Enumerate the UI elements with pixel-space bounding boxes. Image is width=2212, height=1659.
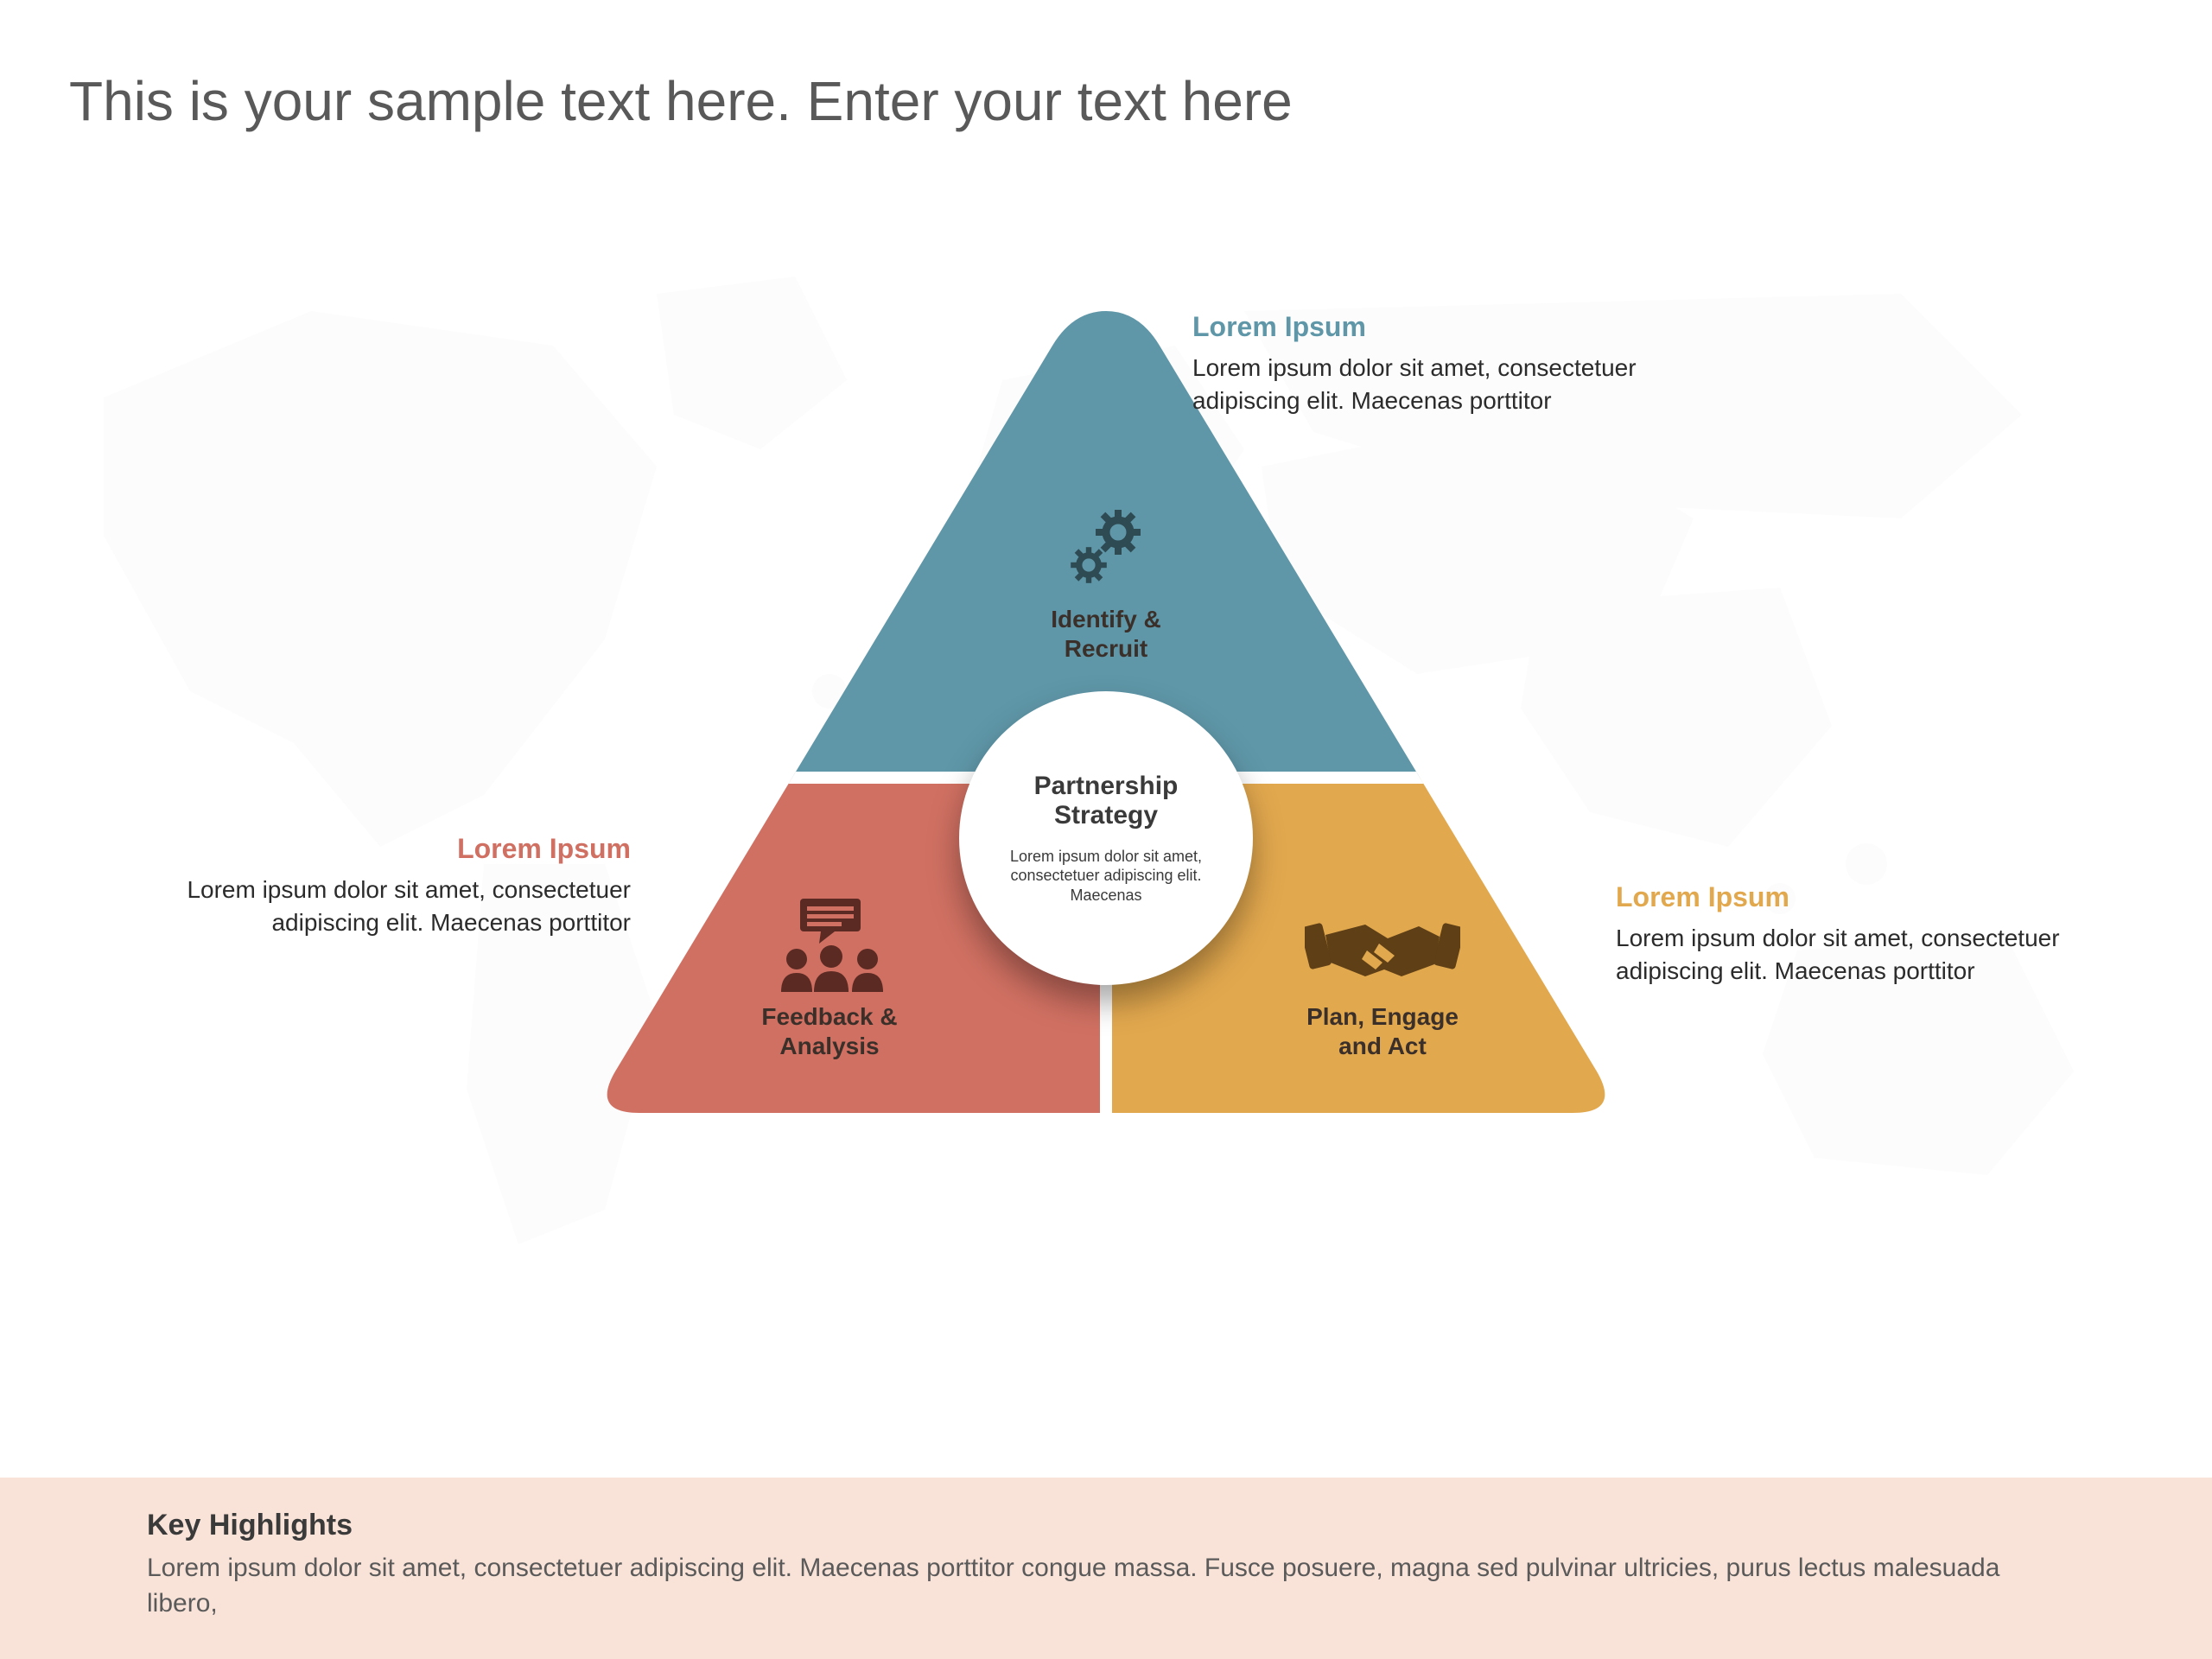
footer-title: Key Highlights xyxy=(147,1509,2065,1542)
footer-band: Key Highlights Lorem ipsum dolor sit ame… xyxy=(0,1478,2212,1659)
callout-left: Lorem Ipsum Lorem ipsum dolor sit amet, … xyxy=(147,833,631,939)
center-title: Partnership Strategy xyxy=(985,772,1227,831)
center-body: Lorem ipsum dolor sit amet, consectetuer… xyxy=(985,847,1227,906)
callout-left-body: Lorem ipsum dolor sit amet, consectetuer… xyxy=(147,874,631,939)
callout-top-body: Lorem ipsum dolor sit amet, consectetuer… xyxy=(1192,352,1642,417)
center-circle: Partnership Strategy Lorem ipsum dolor s… xyxy=(959,691,1253,985)
gear-shape xyxy=(1071,510,1141,583)
triangle-diagram: Identify &Recruit Feedback &Analysis Pla… xyxy=(588,294,1624,1141)
footer-body: Lorem ipsum dolor sit amet, consectetuer… xyxy=(147,1551,2065,1621)
segment-label-top: Identify &Recruit xyxy=(1020,605,1192,663)
callout-top-header: Lorem Ipsum xyxy=(1192,311,1642,343)
slide-title: This is your sample text here. Enter you… xyxy=(69,69,1293,133)
callout-left-header: Lorem Ipsum xyxy=(147,833,631,865)
slide: This is your sample text here. Enter you… xyxy=(0,0,2212,1659)
feedback-group-icon xyxy=(752,899,907,994)
segment-label-bottom-left: Feedback &Analysis xyxy=(717,1002,942,1060)
callout-right: Lorem Ipsum Lorem ipsum dolor sit amet, … xyxy=(1616,881,2065,988)
segment-label-bottom-right: Plan, Engageand Act xyxy=(1270,1002,1495,1060)
callout-right-body: Lorem ipsum dolor sit amet, consectetuer… xyxy=(1616,922,2065,988)
callout-top: Lorem Ipsum Lorem ipsum dolor sit amet, … xyxy=(1192,311,1642,417)
callout-right-header: Lorem Ipsum xyxy=(1616,881,2065,913)
handshake-icon xyxy=(1305,909,1460,987)
gears-icon xyxy=(1054,506,1158,593)
